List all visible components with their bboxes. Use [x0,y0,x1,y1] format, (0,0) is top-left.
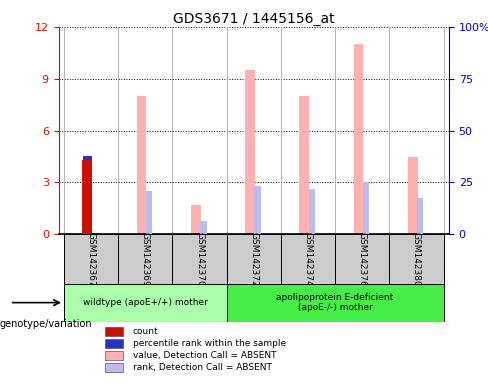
Bar [335,234,389,283]
Bar [82,160,92,234]
Bar [308,189,315,234]
Text: GSM142374: GSM142374 [304,232,312,286]
Bar [417,198,424,234]
Text: count: count [133,327,159,336]
Text: wildtype (apoE+/+) mother: wildtype (apoE+/+) mother [83,298,208,307]
Bar [200,220,206,234]
Bar [105,351,123,361]
Bar [353,44,363,234]
Bar [137,96,146,234]
Text: GSM142370: GSM142370 [195,232,204,286]
Bar [64,234,118,283]
Text: rank, Detection Call = ABSENT: rank, Detection Call = ABSENT [133,363,272,372]
Bar [172,234,226,283]
Bar [105,339,123,348]
Text: GSM142367: GSM142367 [86,232,96,286]
Text: apolipoprotein E-deficient
(apoE-/-) mother: apolipoprotein E-deficient (apoE-/-) mot… [277,293,394,312]
Bar [245,70,255,234]
Bar [389,234,444,283]
Bar [363,182,369,234]
Text: value, Detection Call = ABSENT: value, Detection Call = ABSENT [133,351,276,360]
Bar [83,156,92,160]
Bar [299,96,309,234]
Text: GSM142376: GSM142376 [358,232,366,286]
Bar [105,327,123,336]
Bar [408,157,418,234]
Bar [191,205,201,234]
Bar [226,234,281,283]
Bar [281,234,335,283]
Text: GSM142369: GSM142369 [141,232,150,286]
Bar [254,186,261,234]
Bar [118,234,172,283]
Bar [226,283,444,322]
Bar [105,362,123,372]
Text: genotype/variation: genotype/variation [0,319,93,329]
Bar [146,191,152,234]
Text: GSM142372: GSM142372 [249,232,258,286]
Title: GDS3671 / 1445156_at: GDS3671 / 1445156_at [173,12,335,26]
Bar [64,283,226,322]
Text: percentile rank within the sample: percentile rank within the sample [133,339,286,348]
Text: GSM142380: GSM142380 [412,232,421,286]
